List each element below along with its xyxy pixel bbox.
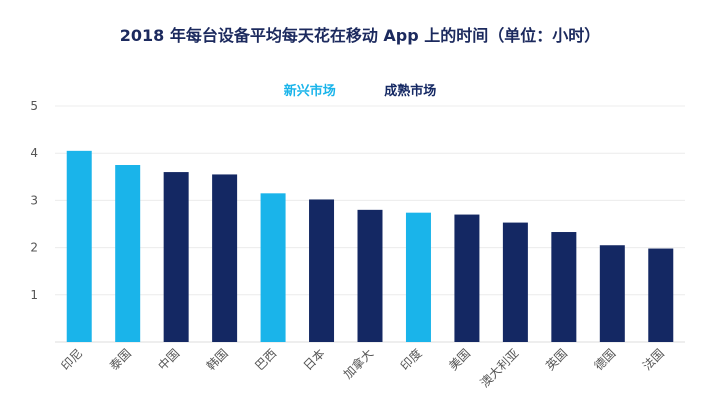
y-tick-label: 3 — [30, 193, 38, 207]
x-category-label: 美国 — [446, 346, 473, 373]
bar — [115, 165, 141, 342]
y-tick-label: 2 — [30, 241, 38, 255]
legend-item-emerging: 新兴市场 — [283, 84, 336, 99]
x-category-label: 日本 — [301, 346, 328, 373]
y-axis-ticks: 1 2 3 4 5 — [30, 99, 38, 302]
bar — [163, 172, 189, 342]
bar — [454, 214, 480, 342]
bar — [502, 222, 528, 342]
bars — [66, 150, 674, 342]
bar — [599, 245, 625, 342]
bar — [260, 193, 286, 342]
bar — [66, 150, 92, 342]
x-category-label: 澳大利亚 — [478, 346, 522, 390]
x-category-label: 印度 — [397, 346, 425, 374]
bar — [357, 209, 383, 342]
bar — [551, 232, 577, 342]
legend-item-mature: 成熟市场 — [384, 84, 437, 99]
legend: 新兴市场 成熟市场 — [0, 80, 720, 99]
y-tick-label: 4 — [30, 146, 38, 160]
bar — [648, 248, 674, 342]
x-axis-labels: 印尼 泰国 中国 韩国 巴西 日本 加拿大 印度 美国 澳大利亚 英国 德国 法国 — [58, 346, 666, 391]
x-category-label: 泰国 — [107, 346, 134, 373]
x-category-label: 中国 — [155, 346, 183, 374]
x-category-label: 德国 — [591, 346, 619, 374]
x-category-label: 巴西 — [252, 346, 279, 373]
x-category-label: 韩国 — [203, 346, 231, 374]
chart-title: 2018 年每台设备平均每天花在移动 App 上的时间（单位：小时） — [119, 26, 601, 45]
bar — [212, 174, 238, 342]
x-category-label: 法国 — [640, 346, 667, 373]
x-category-label: 英国 — [543, 346, 570, 373]
x-category-label: 加拿大 — [340, 346, 376, 382]
x-category-label: 印尼 — [58, 346, 85, 373]
y-tick-label: 5 — [30, 99, 38, 113]
bar — [309, 199, 335, 342]
y-tick-label: 1 — [30, 288, 38, 302]
bar — [405, 212, 431, 342]
